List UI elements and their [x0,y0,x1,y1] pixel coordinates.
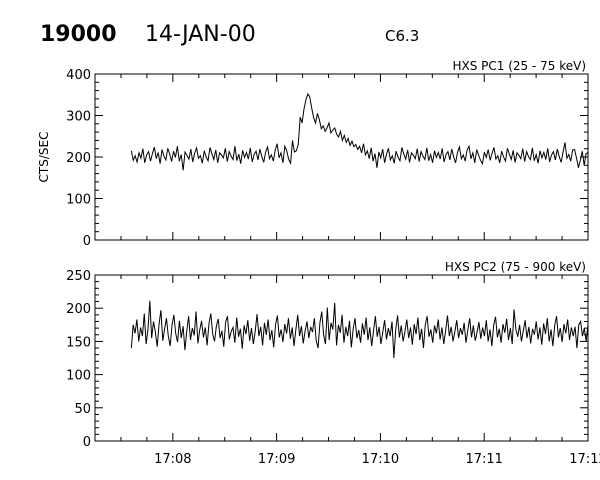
y-tick-label: 100 [66,369,91,384]
event-number: 19000 [40,22,117,47]
x-tick-label: 17:12 [569,452,600,467]
y-axis-label: CTS/SEC [37,132,51,183]
panels-group: HXS PC1 (25 - 75 keV) 0 100 200 300 400 CTS/SE… [37,59,600,467]
y-tick-label: 0 [83,234,91,249]
y-tick-label: 200 [66,151,91,166]
plot-frame [94,274,589,442]
y-tick-label: 150 [66,335,91,350]
flare-class: C6.3 [385,27,419,45]
y-tick-label: 100 [66,193,91,208]
panel-2: HXS PC2 (75 - 900 keV) 0 50 100 150 200 250 17:… [66,260,600,467]
y-tick-label: 50 [74,402,91,417]
count-rate-line [130,300,589,359]
x-tick-label: 17:09 [258,452,295,467]
count-rate-line [130,92,589,171]
panel-1: HXS PC1 (25 - 75 keV) 0 100 200 300 400 CTS/SE… [37,59,589,249]
y-tick-label: 300 [66,110,91,125]
panel-title: HXS PC1 (25 - 75 keV) [452,59,586,73]
y-tick-label: 0 [83,435,91,450]
observation-date: 14-JAN-00 [145,22,256,47]
panel-title: HXS PC2 (75 - 900 keV) [445,260,586,274]
x-tick-label: 17:11 [465,452,502,467]
y-tick-label: 400 [66,68,91,83]
y-tick-label: 250 [66,269,91,284]
x-tick-label: 17:10 [362,452,399,467]
x-tick-label: 17:08 [154,452,191,467]
y-tick-label: 200 [66,302,91,317]
